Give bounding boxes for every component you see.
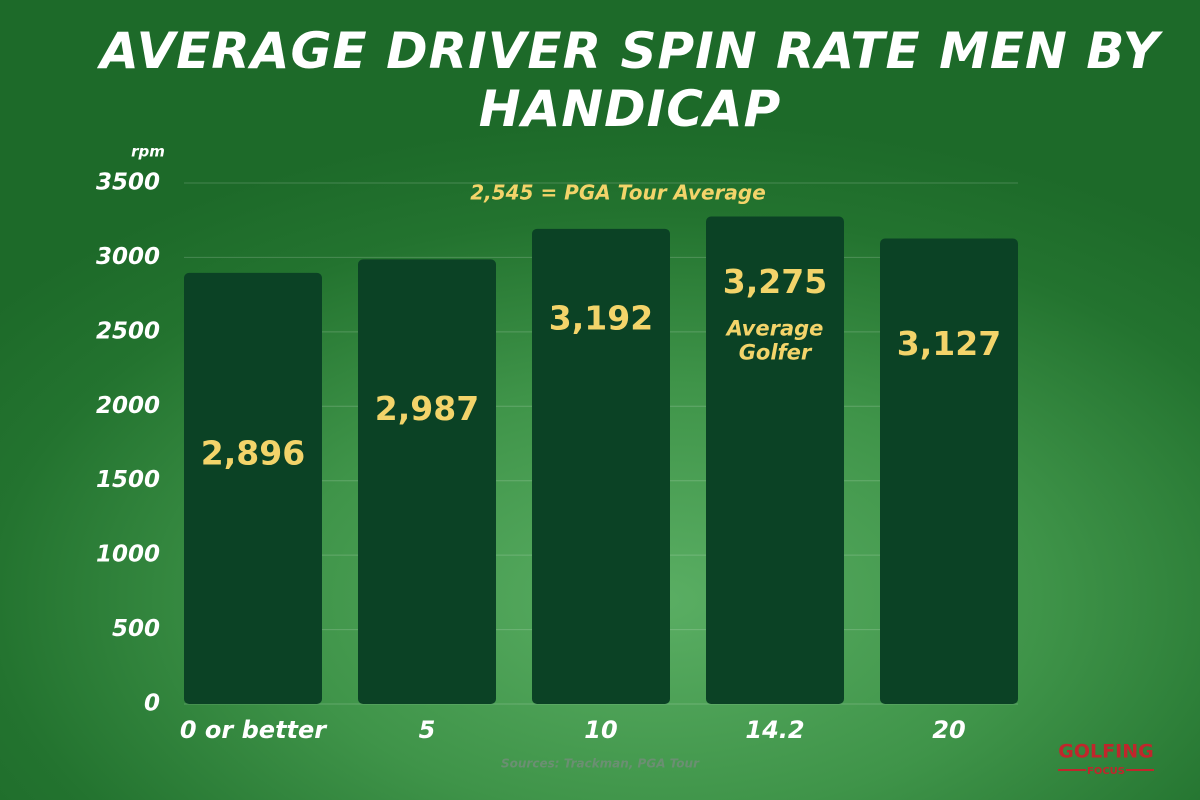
y-tick-label: 2000 [96, 393, 160, 419]
bar [532, 228, 670, 704]
value-label: 3,275 [723, 262, 827, 301]
y-tick-label: 0 [144, 691, 160, 717]
chart-title: AVERAGE DRIVER SPIN RATE MEN BY HANDICAP [100, 22, 1160, 138]
x-tick-label: 5 [419, 716, 436, 744]
bar [706, 216, 844, 704]
x-tick-label: 14.2 [745, 716, 804, 744]
bar [880, 238, 1018, 704]
logo-bottom: FOCUS [1087, 766, 1125, 777]
value-label: 3,127 [897, 324, 1001, 363]
value-label: 2,987 [375, 389, 479, 428]
y-tick-label: 500 [112, 616, 160, 642]
bar-note: Average Golfer [725, 316, 824, 364]
x-tick-label: 10 [584, 716, 617, 744]
bar [184, 272, 322, 704]
y-tick-label: 3500 [96, 170, 160, 196]
y-tick-label: 2500 [96, 318, 160, 344]
y-axis-unit: rpm [131, 143, 165, 161]
logo-top: GOLFING [1058, 741, 1153, 763]
value-label: 2,896 [201, 433, 305, 472]
y-tick-label: 1000 [96, 542, 160, 568]
value-label: 3,192 [549, 298, 653, 337]
bar [358, 259, 496, 704]
y-tick-label: 1500 [96, 467, 160, 493]
x-tick-label: 0 or better [180, 716, 328, 744]
source: Sources: Trackman, PGA Tour [501, 757, 700, 771]
annotation: 2,545 = PGA Tour Average [470, 181, 766, 205]
x-tick-label: 20 [932, 716, 965, 744]
y-tick-label: 3000 [96, 244, 160, 270]
